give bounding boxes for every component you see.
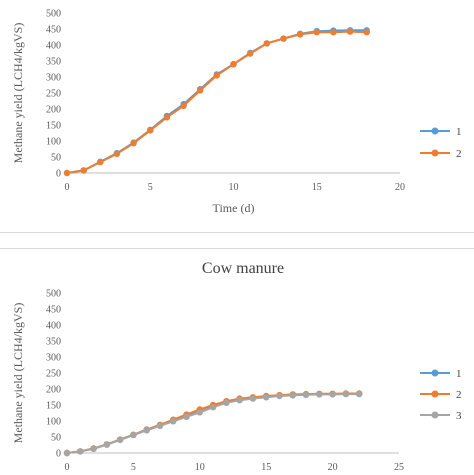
y-tick-label: 50: [51, 153, 61, 164]
chart-title: Cow manure: [202, 260, 284, 277]
series-3-point: [316, 391, 323, 398]
series-2-point: [363, 29, 370, 36]
y-axis-title: Methane yield (LCH4/kgVS): [11, 23, 25, 164]
series-2-point: [346, 28, 354, 35]
series-2-point: [113, 150, 121, 157]
series-2-point: [197, 87, 204, 94]
series-2-point: [213, 72, 220, 79]
series-3-point: [342, 390, 350, 398]
y-tick-label: 450: [46, 305, 61, 316]
methane-yield-chart-2: Cow manure050100150200250300350400450500…: [11, 260, 462, 473]
series-3-point: [302, 391, 310, 398]
x-tick-label: 15: [261, 462, 271, 473]
legend-marker-3: [431, 411, 439, 419]
series-3-point: [156, 422, 164, 429]
x-tick-label: 15: [312, 182, 322, 193]
series-2-point: [63, 169, 71, 177]
series-2-line: [66, 30, 367, 174]
y-tick-label: 400: [46, 321, 61, 332]
y-tick-label: 250: [46, 89, 61, 100]
series-2-point: [130, 140, 137, 147]
x-tick-label: 10: [229, 182, 239, 193]
y-tick-label: 300: [46, 73, 61, 84]
y-tick-label: 150: [46, 121, 61, 132]
series-2-point: [80, 167, 87, 174]
series-3-point: [196, 409, 203, 416]
series-2-point: [230, 60, 237, 68]
series-2-point: [280, 35, 287, 42]
legend-label-2: 2: [456, 148, 462, 160]
x-tick-label: 20: [328, 462, 338, 473]
series-3-point: [276, 392, 283, 400]
y-axis-title: Methane yield (LCH4/kgVS): [11, 303, 25, 444]
legend-label-2: 2: [456, 389, 462, 401]
series-3-point: [63, 449, 71, 457]
series-3-point: [130, 431, 137, 439]
y-tick-label: 0: [56, 169, 61, 180]
y-tick-label: 300: [46, 353, 61, 364]
series-3-point: [170, 418, 177, 425]
series-2-point: [180, 102, 187, 110]
y-tick-label: 350: [46, 57, 61, 68]
series-2-point: [313, 29, 320, 36]
series-2-point: [263, 40, 270, 47]
series-2-point: [97, 158, 104, 166]
chart-panel-1: 0 50 100 150 200 250 300 350 400 450 500 0 5 10 15 20 Me…: [0, 0, 474, 233]
legend-label-1: 1: [456, 368, 462, 380]
series-1-line: [66, 29, 367, 174]
y-tick-label: 150: [46, 401, 61, 412]
series-3-point: [223, 399, 230, 406]
y-tick-label: 450: [46, 25, 61, 36]
series-3-point: [249, 395, 257, 402]
y-tick-label: 350: [46, 337, 61, 348]
x-tick-label: 10: [195, 462, 205, 473]
series-3-point: [116, 436, 124, 444]
series-2-point: [247, 50, 254, 57]
series-3-point: [103, 441, 111, 448]
y-tick-label: 200: [46, 105, 61, 116]
x-axis-title: Time (d): [213, 201, 255, 215]
y-tick-label: 400: [46, 41, 61, 52]
x-tick-label: 0: [65, 182, 70, 193]
x-tick-label: 5: [131, 462, 136, 473]
methane-yield-chart-1: 0 50 100 150 200 250 300 350 400 450 500 0 5 10 15 20 Me…: [11, 9, 462, 216]
series-3-point: [90, 445, 97, 452]
series-3-point: [183, 413, 190, 420]
series-2-point: [296, 31, 304, 38]
series-3-point: [263, 394, 270, 401]
y-tick-label: 100: [46, 417, 61, 428]
y-tick-label: 500: [46, 289, 61, 300]
legend-marker-1: [431, 127, 439, 135]
y-tick-label: 100: [46, 137, 61, 148]
legend-label-3: 3: [456, 410, 462, 422]
legend-label-1: 1: [456, 126, 462, 138]
y-tick-label: 250: [46, 369, 61, 380]
series-3-point: [209, 404, 217, 411]
series-3-point: [77, 448, 84, 455]
series-2-point: [147, 127, 154, 134]
series-2-point: [163, 114, 171, 121]
series-3-point: [289, 392, 296, 399]
series-3-point: [329, 391, 336, 398]
chart-panel-2: Cow manure 0 50 100 150 200 250 300 350 400 450 500…: [0, 248, 474, 475]
legend-marker-2: [431, 149, 439, 157]
y-tick-label: 500: [46, 9, 61, 20]
y-tick-label: 0: [56, 449, 61, 460]
series-2-point: [330, 29, 337, 36]
legend-marker-2: [431, 390, 439, 398]
x-tick-label: 25: [394, 462, 404, 473]
series-3-point: [236, 397, 243, 404]
series-3-point: [143, 427, 150, 434]
x-tick-label: 20: [395, 182, 405, 193]
x-tick-label: 0: [65, 462, 70, 473]
y-tick-label: 200: [46, 385, 61, 396]
x-tick-label: 5: [148, 182, 153, 193]
y-tick-label: 50: [51, 433, 61, 444]
series-3-point: [356, 390, 363, 398]
legend-marker-1: [431, 369, 439, 377]
